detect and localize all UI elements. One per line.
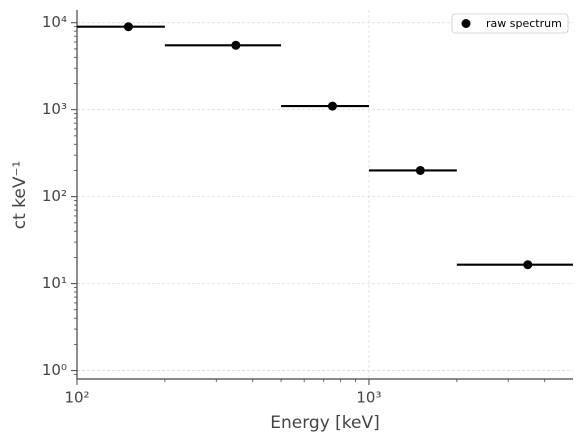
legend-box <box>451 13 569 34</box>
y-tick-label: 10⁴ <box>42 13 67 31</box>
data-point <box>415 165 425 175</box>
legend-label: raw spectrum <box>486 17 562 30</box>
x-axis-label: Energy [keV] <box>270 413 380 433</box>
x-tick-label: 10³ <box>356 389 381 407</box>
data-point <box>327 101 337 111</box>
data-point <box>231 40 241 50</box>
data-point <box>523 260 533 270</box>
x-tick-label: 10² <box>64 389 89 407</box>
legend-marker <box>461 19 471 28</box>
y-tick-label: 10¹ <box>42 274 67 292</box>
y-axis-label: ct keV⁻¹ <box>10 161 30 230</box>
y-tick-label: 10³ <box>42 100 67 118</box>
data-point <box>123 22 133 32</box>
y-tick-label: 10² <box>42 187 67 205</box>
y-tick-label: 10⁰ <box>42 361 67 379</box>
